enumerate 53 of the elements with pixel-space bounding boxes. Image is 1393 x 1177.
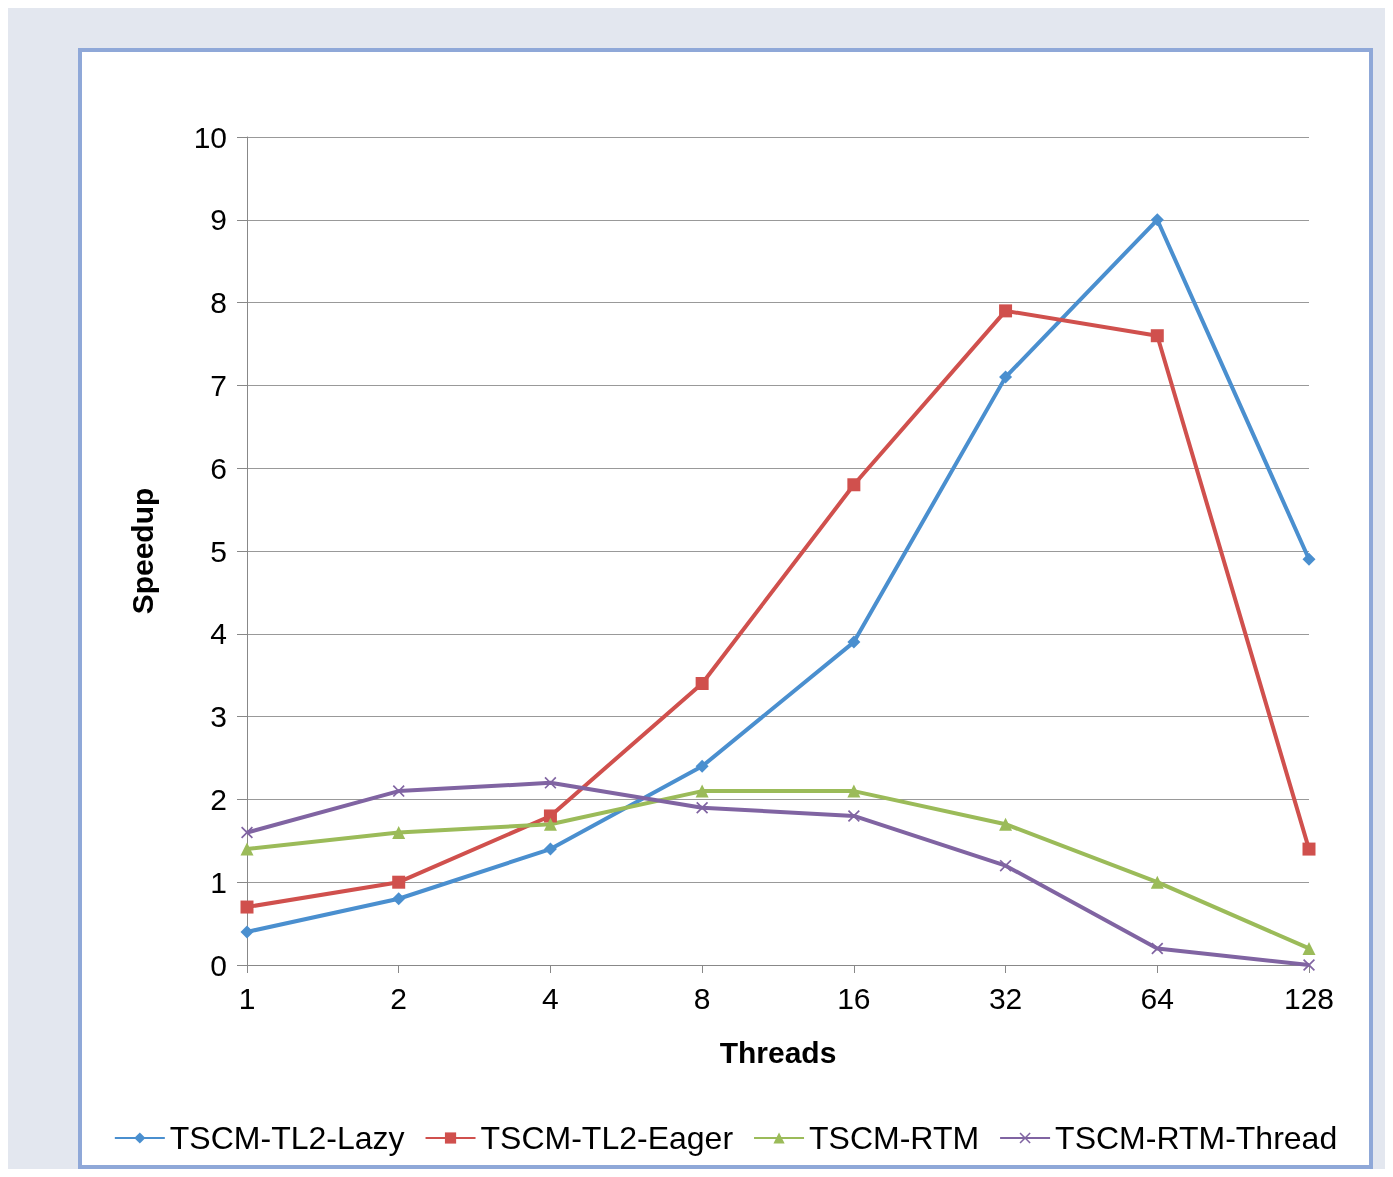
point [999, 859, 1012, 872]
point [1302, 552, 1316, 566]
point [543, 817, 557, 831]
y-tick-label: 10 [193, 120, 227, 154]
y-tick-label: 8 [210, 286, 227, 320]
point [695, 759, 709, 773]
x-tick-label: 4 [542, 981, 559, 1015]
y-tick-label: 0 [210, 948, 227, 982]
point [847, 784, 861, 798]
x-tick-label: 16 [837, 981, 871, 1015]
y-axis-title: Speedup [125, 487, 159, 615]
point [1302, 842, 1316, 856]
point [999, 817, 1013, 831]
point [240, 900, 254, 914]
y-tick-label: 9 [210, 203, 227, 237]
point [543, 809, 557, 823]
point [392, 826, 406, 840]
legend-label: TSCM-TL2-Lazy [169, 1120, 405, 1156]
point [695, 784, 709, 798]
point [1150, 329, 1164, 343]
legend-label: TSCM-TL2-Eager [480, 1120, 734, 1156]
point [1302, 941, 1316, 955]
x-axis-title: Threads [719, 1035, 837, 1069]
point [392, 892, 406, 906]
point [392, 785, 405, 798]
y-tick-label: 6 [210, 451, 227, 485]
legend-label: TSCM-RTM [809, 1120, 980, 1156]
point [847, 809, 860, 822]
x-tick-label: 8 [693, 981, 711, 1015]
point [1151, 942, 1164, 955]
x-tick-label: 2 [390, 981, 408, 1015]
point [392, 875, 406, 889]
point [847, 635, 861, 649]
y-tick-label: 5 [210, 534, 227, 568]
point [695, 676, 709, 690]
y-tick-label: 4 [210, 617, 227, 651]
x-tick-label: 1 [238, 981, 256, 1015]
point [847, 478, 861, 492]
point [1150, 875, 1164, 889]
y-tick-label: 1 [210, 865, 227, 899]
y-tick-label: 3 [210, 700, 227, 734]
y-tick-label: 7 [210, 368, 227, 402]
x-tick-label: 128 [1283, 981, 1335, 1015]
x-tick-label: 32 [988, 981, 1023, 1015]
point [543, 842, 557, 856]
point [240, 842, 254, 856]
point [1150, 213, 1164, 227]
point [999, 304, 1013, 318]
point [999, 370, 1013, 384]
x-tick-label: 64 [1140, 981, 1174, 1015]
point [240, 925, 254, 939]
legend-label: TSCM-RTM-Thread [1055, 1120, 1338, 1156]
y-tick-label: 2 [210, 782, 227, 816]
